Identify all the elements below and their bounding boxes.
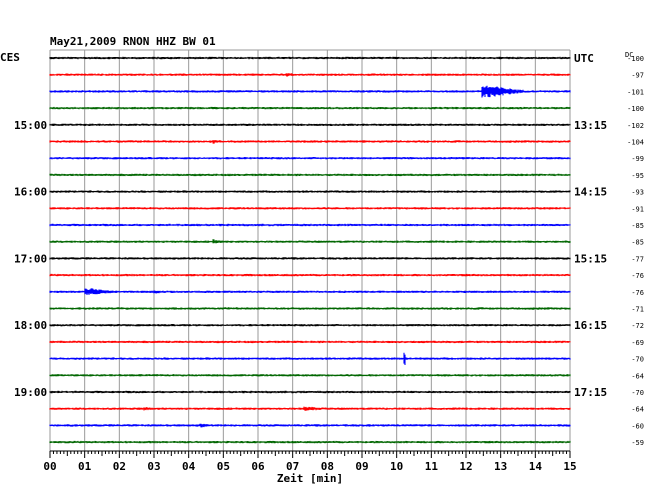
right-time-label: 14:15	[574, 186, 607, 199]
trace-row-19	[49, 374, 571, 377]
x-tick-label: 08	[321, 460, 334, 473]
x-axis-label: Zeit [min]	[277, 472, 343, 485]
right-time-labels: UTC 13:15 14:15 15:15 16:15 17:15	[574, 52, 607, 399]
x-tick-label: 12	[459, 460, 472, 473]
left-time-label: 15:00	[14, 119, 47, 132]
x-tick-label: 07	[286, 460, 299, 473]
trace-row-18	[49, 352, 571, 365]
trace-row-6	[49, 157, 571, 160]
trace-row-5	[49, 140, 571, 144]
dc-offset-label: -77	[631, 255, 644, 263]
x-tick-label: 00	[43, 460, 56, 473]
x-axis: 00 01 02 03 04 05 06 07 08 09 10 11 12 13 14 15	[43, 450, 577, 473]
trace-row-9	[49, 207, 571, 210]
x-tick-label: 15	[563, 460, 576, 473]
right-time-label: UTC	[574, 52, 594, 65]
x-tick-label: 05	[217, 460, 230, 473]
dc-offset-label: -95	[631, 172, 644, 180]
dc-offset-label: -70	[631, 356, 644, 364]
dc-offset-label: -85	[631, 239, 644, 247]
trace-row-20	[49, 390, 571, 394]
dc-offset-label: -71	[631, 306, 644, 314]
trace-row-15	[49, 307, 571, 310]
left-time-label: 18:00	[14, 319, 47, 332]
x-tick-label: 14	[529, 460, 543, 473]
dc-offset-label: -85	[631, 222, 644, 230]
dc-offset-labels: -100 -97 -101 -100 -102 -104 -99 -95 -93 -91 -85 -8…	[627, 55, 644, 447]
dc-offset-label: -76	[631, 272, 644, 280]
dc-offset-label: -76	[631, 289, 644, 297]
left-time-label: 17:00	[14, 252, 47, 265]
grid	[49, 49, 571, 451]
chart-title: May21,2009 RNON HHZ BW 01	[50, 35, 216, 48]
x-tick-label: 01	[78, 460, 92, 473]
trace-row-21	[49, 406, 571, 411]
trace-row-16	[49, 324, 571, 327]
dc-offset-label: -99	[631, 155, 644, 163]
left-time-labels: 15:00 16:00 17:00 18:00 19:00	[14, 119, 47, 399]
x-tick-label: 10	[390, 460, 403, 473]
trace-row-10	[49, 223, 571, 227]
dc-offset-label: -70	[631, 389, 644, 397]
dc-offset-label: -104	[627, 139, 644, 147]
x-tick-label: 03	[147, 460, 160, 473]
trace-row-12	[49, 257, 571, 260]
trace-row-23	[49, 440, 571, 444]
dc-offset-label: -64	[631, 406, 644, 414]
x-tick-label: 13	[494, 460, 507, 473]
trace-row-3	[49, 106, 571, 110]
trace-row-14	[49, 288, 571, 295]
trace-row-22	[49, 423, 571, 428]
ces-label: CES	[0, 51, 20, 64]
dc-offset-label: -102	[627, 122, 644, 130]
x-tick-label: 06	[251, 460, 265, 473]
traces	[49, 56, 571, 444]
dc-offset-label: -72	[631, 322, 644, 330]
trace-row-7	[49, 173, 571, 177]
trace-row-0	[49, 56, 571, 60]
trace-row-8	[49, 190, 571, 193]
right-time-label: 13:15	[574, 119, 607, 132]
trace-row-13	[49, 273, 571, 277]
dc-offset-label: -64	[631, 372, 644, 380]
x-tick-label: 11	[425, 460, 439, 473]
dc-offset-label: -60	[631, 422, 644, 430]
dc-offset-label: -91	[631, 205, 644, 213]
trace-row-11	[49, 239, 571, 244]
dc-offset-label: -100	[627, 105, 644, 113]
dc-offset-label: -93	[631, 189, 644, 197]
right-time-label: 16:15	[574, 319, 607, 332]
trace-row-2	[49, 85, 571, 98]
right-time-label: 15:15	[574, 252, 607, 265]
dc-offset-label: -100	[627, 55, 644, 63]
dc-label: DC	[625, 51, 633, 59]
x-tick-label: 04	[182, 460, 196, 473]
trace-row-1	[49, 73, 571, 77]
trace-row-17	[49, 340, 571, 344]
dc-offset-label: -59	[631, 439, 644, 447]
x-tick-label: 09	[355, 460, 368, 473]
dc-offset-label: -97	[631, 72, 644, 80]
x-tick-label: 02	[113, 460, 126, 473]
dc-offset-label: -101	[627, 88, 644, 96]
left-time-label: 16:00	[14, 186, 47, 199]
dc-offset-label: -69	[631, 339, 644, 347]
right-time-label: 17:15	[574, 386, 607, 399]
trace-row-4	[49, 123, 571, 126]
left-time-label: 19:00	[14, 386, 47, 399]
